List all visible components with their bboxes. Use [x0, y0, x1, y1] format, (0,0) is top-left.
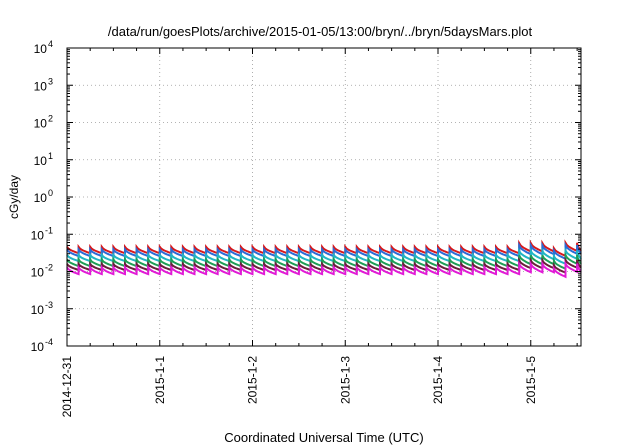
x-tick-label: 2015-1-4	[431, 356, 445, 404]
series-line-1	[66, 239, 582, 258]
y-tick-exponent: -1	[45, 225, 53, 235]
series-lines	[66, 239, 582, 279]
x-tick-label: 2014-12-31	[60, 356, 74, 418]
y-tick-exponent: 3	[48, 76, 53, 86]
y-tick-label: 100	[34, 188, 53, 205]
series-line-6	[66, 260, 582, 279]
y-tick-label: 10-4	[31, 337, 53, 354]
series-line-3	[66, 247, 582, 266]
y-tick-label: 102	[34, 114, 53, 131]
y-tick-label: 103	[34, 76, 53, 93]
y-tick-label: 101	[34, 151, 53, 168]
y-tick-exponent: 4	[48, 39, 53, 49]
x-axis: 2014-12-31 2015-1-1 2015-1-2 2015-1-3 2015-1…	[60, 48, 578, 418]
y-tick-label: 10-1	[31, 225, 53, 242]
y-tick-exponent: 1	[48, 151, 53, 161]
x-tick-label: 2015-1-1	[153, 356, 167, 404]
x-tick-label: 2015-1-5	[524, 356, 538, 404]
y-tick-exponent: -4	[45, 337, 53, 347]
y-axis-label: cGy/day	[7, 175, 21, 219]
grid	[67, 48, 581, 346]
y-tick-label: 10-2	[31, 263, 53, 280]
x-axis-label: Coordinated Universal Time (UTC)	[224, 430, 423, 445]
series-line-4	[66, 251, 582, 271]
y-tick-exponent: -2	[45, 263, 53, 273]
chart-title: /data/run/goesPlots/archive/2015-01-05/1…	[108, 24, 533, 39]
y-tick-exponent: 0	[48, 188, 53, 198]
y-tick-label: 10-3	[31, 300, 53, 317]
y-tick-label: 104	[34, 39, 53, 56]
series-line-5	[66, 256, 582, 275]
y-tick-exponent: 2	[48, 114, 53, 124]
y-tick-exponent: -3	[45, 300, 53, 310]
x-tick-label: 2015-1-2	[246, 356, 260, 404]
series-line-2	[66, 241, 582, 261]
x-tick-label: 2015-1-3	[338, 356, 352, 404]
